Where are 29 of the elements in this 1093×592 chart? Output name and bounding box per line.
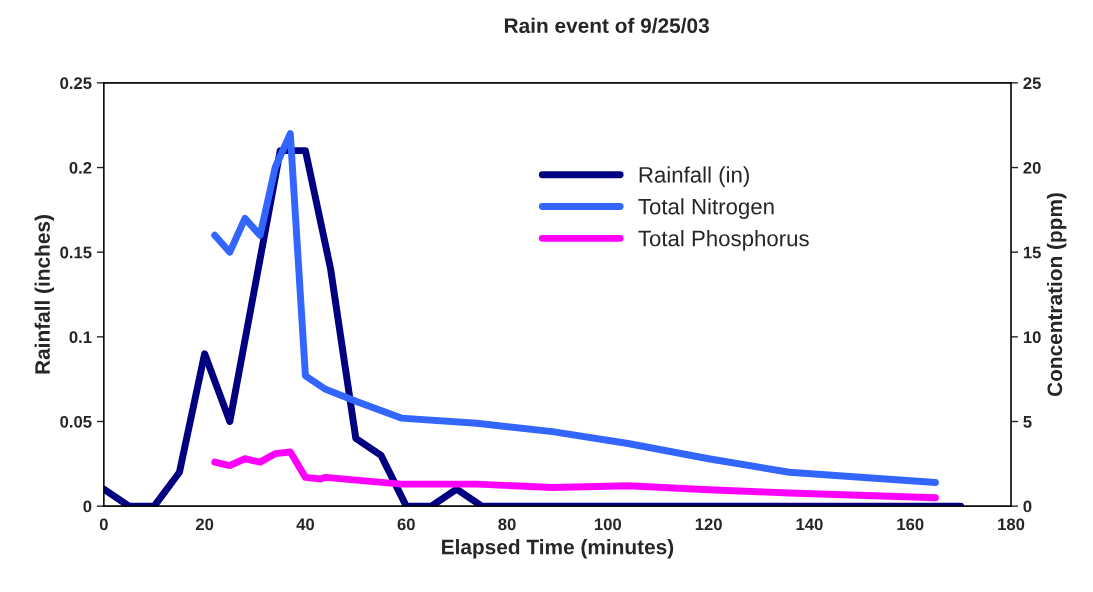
y-tick-label: 0.15 bbox=[60, 246, 92, 259]
y2-tick-label: 0 bbox=[1023, 500, 1032, 513]
chart-title: Rain event of 9/25/03 bbox=[504, 17, 709, 34]
x-tick-label: 120 bbox=[695, 518, 722, 531]
x-axis-title: Elapsed Time (minutes) bbox=[442, 539, 674, 559]
x-tick-label: 40 bbox=[296, 518, 315, 531]
y2-tick-label: 20 bbox=[1023, 161, 1041, 174]
legend-label: Rainfall (in) bbox=[639, 166, 749, 188]
y2-tick-label: 10 bbox=[1023, 331, 1041, 344]
y2-tick-label: 15 bbox=[1023, 246, 1041, 259]
y-tick-label: 0.25 bbox=[60, 77, 92, 90]
y-tick-label: 0.1 bbox=[69, 331, 92, 344]
y-axis-title: Rainfall (inches) bbox=[34, 215, 55, 374]
y-tick-label: 0.05 bbox=[60, 415, 92, 428]
y-tick-label: 0 bbox=[83, 500, 92, 513]
y2-tick-label: 5 bbox=[1023, 416, 1032, 428]
x-tick-label: 20 bbox=[195, 518, 214, 531]
x-tick-label: 60 bbox=[397, 518, 415, 531]
legend-label: Total Nitrogen bbox=[638, 198, 774, 219]
y2-tick-label: 25 bbox=[1023, 77, 1041, 90]
legend-label: Total Phosphorus bbox=[638, 230, 809, 251]
x-tick-label: 0 bbox=[99, 518, 108, 531]
x-tick-label: 160 bbox=[897, 518, 924, 531]
x-tick-label: 100 bbox=[594, 518, 622, 531]
x-tick-label: 140 bbox=[796, 518, 823, 531]
x-tick-label: 80 bbox=[498, 518, 516, 531]
y-tick-label: 0.2 bbox=[69, 161, 92, 174]
x-tick-label: 180 bbox=[998, 518, 1025, 531]
y2-axis-title: Concentration (ppm) bbox=[1046, 193, 1067, 397]
